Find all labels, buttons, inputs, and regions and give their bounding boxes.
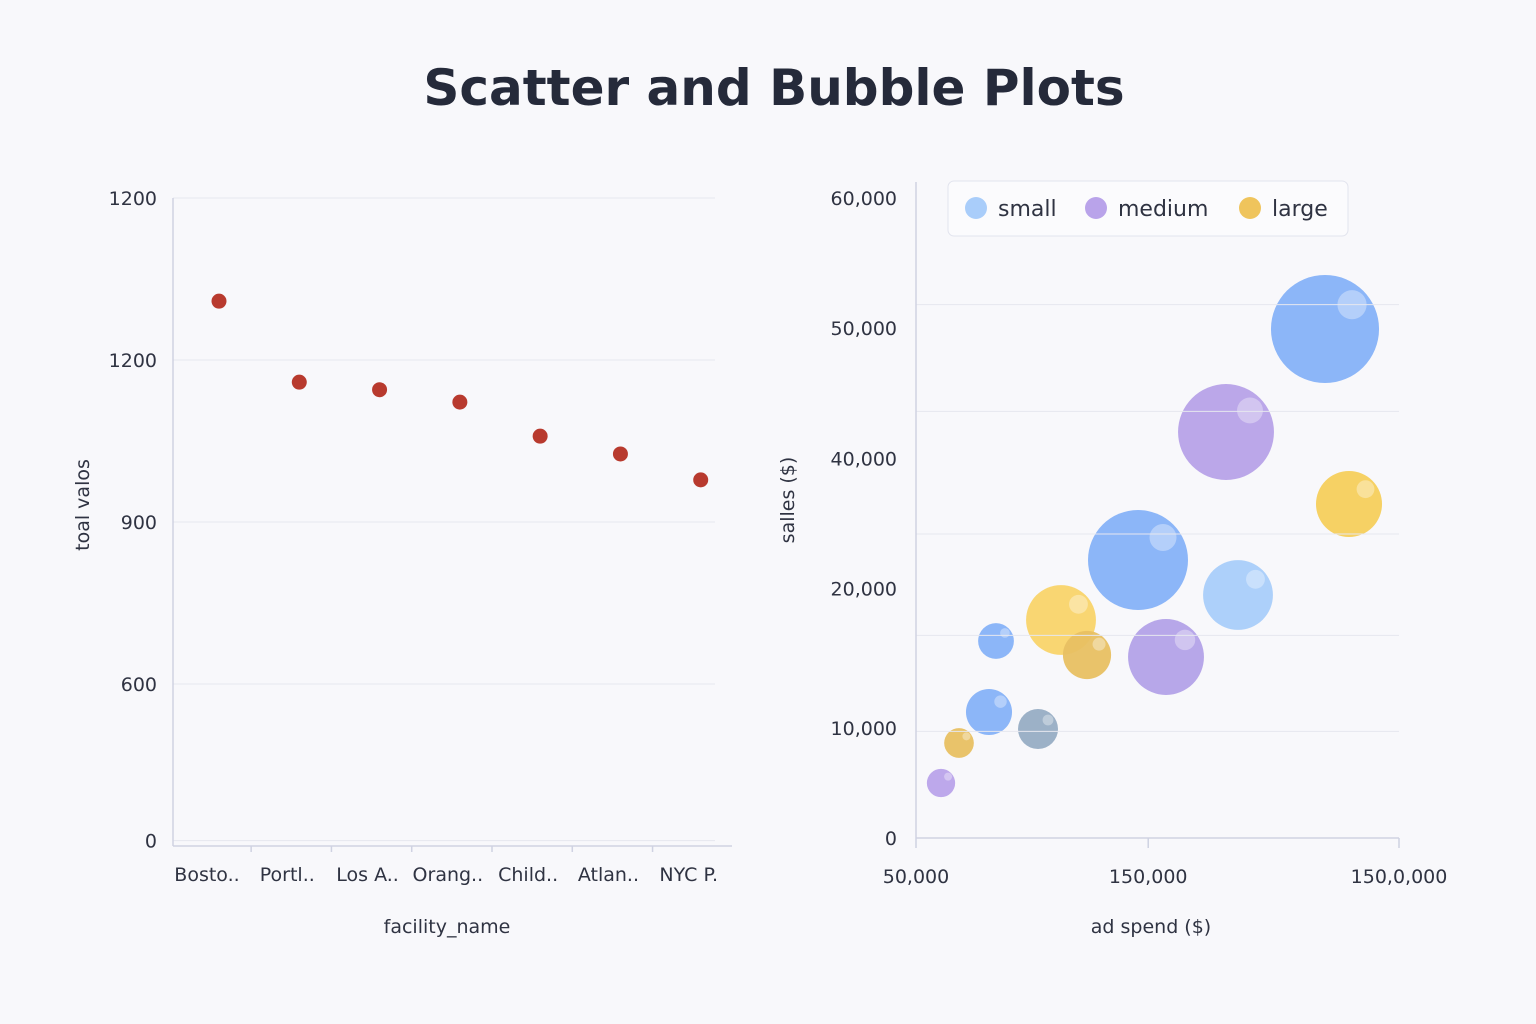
y-tick-label: 1200	[109, 188, 157, 210]
y-tick-label: 10,000	[831, 718, 897, 740]
data-point	[532, 428, 548, 444]
bubble-medium	[926, 768, 956, 798]
bubble-highlight	[1092, 637, 1106, 651]
bubble-highlight	[1000, 628, 1010, 638]
bubble-small	[1203, 560, 1273, 630]
x-tick-label: Los A..	[336, 864, 399, 886]
bubble-highlight	[1356, 480, 1375, 499]
x-tick-label: Atlan..	[578, 864, 639, 886]
left-y-axis-label: toal valos	[72, 459, 94, 551]
x-tick-label: Orang..	[413, 864, 484, 886]
x-tick-label: 150,0,000	[1351, 866, 1448, 888]
bubble-highlight	[1042, 714, 1054, 726]
bubble-highlight	[1246, 569, 1265, 589]
x-tick-label: Bosto..	[174, 864, 239, 886]
bubble-highlight	[1069, 594, 1088, 614]
data-point	[211, 293, 227, 309]
bubble-highlight	[962, 732, 971, 741]
legend-label-small: small	[998, 197, 1057, 222]
x-tick-label: Portl..	[260, 864, 315, 886]
bubble-small	[1018, 708, 1059, 749]
chart-title: Scatter and Bubble Plots	[423, 59, 1124, 117]
x-tick-label: 50,000	[883, 866, 949, 888]
y-tick-label: 0	[145, 831, 157, 853]
legend-swatch-large	[1239, 197, 1261, 219]
bubble-small	[965, 688, 1013, 736]
bubble-small	[1270, 274, 1380, 384]
data-point	[372, 382, 388, 398]
bubble-highlight	[1237, 397, 1263, 424]
y-tick-label: 600	[121, 674, 157, 696]
bubble-small	[1088, 510, 1189, 611]
bubble-small	[978, 623, 1014, 659]
bubble-medium	[1178, 384, 1274, 480]
bubble-highlight	[1149, 524, 1177, 552]
bubble-medium	[1128, 619, 1204, 695]
y-tick-label: 60,000	[831, 188, 897, 210]
x-tick-label: Child..	[498, 864, 558, 886]
data-point	[291, 374, 307, 390]
bubble-large	[1062, 630, 1112, 680]
right-x-axis-label: ad spend ($)	[1091, 916, 1211, 938]
bubble-plot: ad spend ($) salles ($) small medium lar…	[777, 180, 1448, 938]
left-x-axis-label: facility_name	[384, 916, 511, 938]
x-tick-label: 150,000	[1109, 866, 1188, 888]
bubble-highlight	[994, 695, 1007, 708]
bubble-large	[1315, 470, 1383, 538]
legend: small medium large	[947, 180, 1349, 237]
x-tick-label: NYC P.	[659, 864, 718, 886]
scatter-plot: facility_name toal valos 1200 1200 900 600 0…	[72, 188, 732, 938]
legend-label-large: large	[1272, 197, 1328, 222]
right-y-axis-label: salles ($)	[777, 457, 799, 544]
data-point	[693, 472, 709, 488]
legend-box	[947, 180, 1349, 237]
y-tick-label: 50,000	[831, 318, 897, 340]
bubble-highlight	[944, 772, 953, 781]
y-tick-label: 900	[121, 512, 157, 534]
data-point	[612, 446, 628, 462]
y-tick-label: 0	[885, 828, 897, 850]
bubble-large	[944, 728, 974, 758]
y-tick-label: 1200	[109, 350, 157, 372]
legend-swatch-small	[965, 197, 987, 219]
bubble-highlight	[1174, 629, 1196, 651]
data-point	[452, 394, 468, 410]
y-tick-label: 40,000	[831, 448, 897, 470]
y-tick-label: 20,000	[831, 578, 897, 600]
legend-label-medium: medium	[1118, 197, 1208, 222]
legend-swatch-medium	[1085, 197, 1107, 219]
